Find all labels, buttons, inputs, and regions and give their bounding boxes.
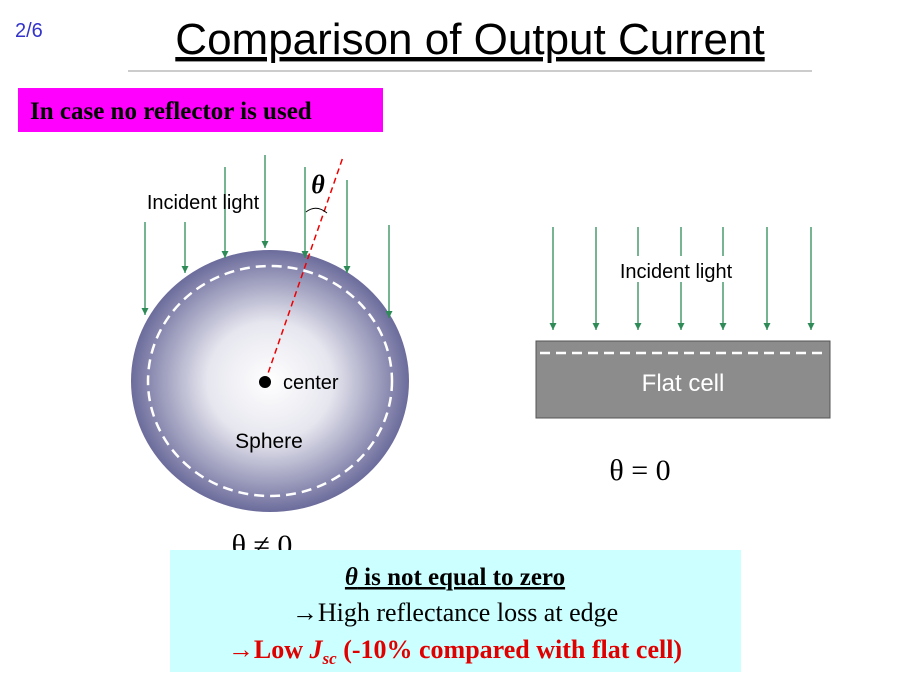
suffix: (-10% compared with flat cell) <box>337 635 682 664</box>
theta: θ <box>345 564 358 591</box>
center-dot <box>259 376 271 388</box>
summary-line3: →Low Jsc (-10% compared with flat cell) <box>228 635 682 668</box>
center-label: center <box>283 372 339 394</box>
text: is not equal to zero <box>358 564 565 591</box>
summary-line2: →High reflectance loss at edge <box>292 598 618 627</box>
label-backing <box>612 256 742 282</box>
page-number: 2/6 <box>15 20 43 42</box>
symbol: J <box>309 635 324 664</box>
banner: In case no reflector is used <box>30 98 312 125</box>
sphere-arrows <box>145 155 389 318</box>
subscript: sc <box>322 649 338 668</box>
flat-arrows <box>553 227 811 330</box>
prefix: →Low <box>228 635 310 664</box>
sphere-label: Sphere <box>235 430 303 453</box>
banner-box <box>18 88 383 132</box>
summary-line1: θ is not equal to zero <box>345 564 565 591</box>
sphere-incident-label: Incident light <box>147 192 260 214</box>
angle-arc <box>305 207 328 214</box>
title: Comparison of Output Current <box>175 15 764 64</box>
flat-incident-label: Incident light <box>620 261 733 283</box>
flat-condition: θ = 0 <box>609 454 670 487</box>
flat-label: Flat cell <box>642 370 725 397</box>
summary-box <box>170 550 741 672</box>
sphere-dashed <box>146 264 394 498</box>
angle-symbol: θ <box>311 170 325 199</box>
